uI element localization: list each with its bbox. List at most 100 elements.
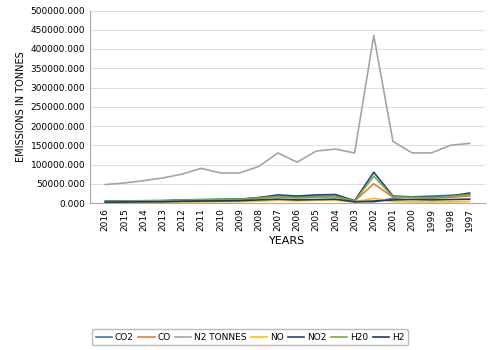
N2 TONNES: [179, 172, 185, 176]
NO2: [236, 197, 242, 202]
H20: [314, 195, 320, 199]
N2 TONNES: [352, 151, 358, 155]
H20: [294, 196, 300, 200]
H20: [428, 196, 434, 200]
N2 TONNES: [390, 139, 396, 144]
NO: [179, 200, 185, 204]
H20: [409, 195, 415, 199]
NO2: [448, 194, 454, 198]
H2: [275, 197, 281, 201]
H2: [428, 198, 434, 202]
NO2: [140, 199, 146, 203]
CO2: [140, 198, 146, 203]
N2 TONNES: [314, 149, 320, 153]
CO2: [218, 197, 224, 202]
H2: [332, 197, 338, 201]
H2: [218, 199, 224, 203]
H20: [448, 194, 454, 198]
N2 TONNES: [466, 141, 472, 146]
CO2: [122, 199, 128, 203]
Line: NO: NO: [106, 198, 470, 203]
H2: [390, 198, 396, 202]
CO: [198, 198, 204, 202]
H2: [122, 200, 128, 204]
NO: [198, 200, 204, 204]
H2: [256, 198, 262, 202]
H2: [198, 199, 204, 203]
H2: [160, 199, 166, 204]
CO: [275, 195, 281, 199]
CO: [390, 195, 396, 199]
NO2: [294, 194, 300, 198]
CO2: [314, 194, 320, 198]
NO: [218, 200, 224, 204]
NO: [294, 199, 300, 203]
NO: [236, 199, 242, 204]
H20: [371, 174, 377, 178]
H20: [198, 198, 204, 202]
CO: [179, 198, 185, 203]
CO2: [352, 199, 358, 204]
CO: [428, 196, 434, 201]
NO: [371, 196, 377, 201]
NO2: [122, 199, 128, 203]
H20: [102, 199, 108, 203]
H2: [236, 198, 242, 203]
NO: [390, 199, 396, 204]
Line: H2: H2: [106, 199, 470, 202]
NO: [466, 199, 472, 204]
CO: [371, 182, 377, 186]
N2 TONNES: [428, 151, 434, 155]
NO2: [275, 193, 281, 197]
Y-axis label: EMISSIONS IN TONNES: EMISSIONS IN TONNES: [16, 51, 26, 162]
N2 TONNES: [218, 171, 224, 175]
H2: [409, 197, 415, 202]
CO: [466, 194, 472, 198]
CO2: [428, 194, 434, 198]
NO: [409, 200, 415, 204]
N2 TONNES: [160, 176, 166, 180]
CO2: [236, 197, 242, 201]
Line: H20: H20: [106, 176, 470, 201]
N2 TONNES: [198, 166, 204, 170]
CO: [332, 195, 338, 199]
N2 TONNES: [275, 151, 281, 155]
N2 TONNES: [102, 182, 108, 187]
N2 TONNES: [140, 178, 146, 183]
NO: [448, 200, 454, 204]
NO2: [352, 198, 358, 203]
CO2: [409, 195, 415, 199]
NO: [160, 200, 166, 204]
H20: [122, 199, 128, 203]
H20: [179, 198, 185, 202]
H20: [275, 194, 281, 198]
NO: [332, 198, 338, 202]
NO2: [314, 193, 320, 197]
CO2: [102, 199, 108, 203]
Line: CO2: CO2: [106, 195, 470, 202]
Line: CO: CO: [106, 184, 470, 202]
NO2: [332, 193, 338, 197]
N2 TONNES: [294, 160, 300, 164]
H20: [160, 198, 166, 203]
NO: [122, 201, 128, 205]
H2: [102, 200, 108, 204]
CO2: [371, 200, 377, 204]
X-axis label: YEARS: YEARS: [270, 236, 306, 246]
N2 TONNES: [448, 143, 454, 147]
CO2: [179, 198, 185, 202]
NO2: [218, 197, 224, 202]
CO: [140, 199, 146, 204]
NO: [275, 198, 281, 202]
NO2: [466, 191, 472, 195]
NO: [256, 199, 262, 203]
NO: [314, 198, 320, 202]
Legend: CO2, CO, N2 TONNES, NO, NO2, H20, H2: CO2, CO, N2 TONNES, NO, NO2, H20, H2: [92, 329, 407, 345]
H20: [236, 197, 242, 202]
NO: [428, 200, 434, 204]
H20: [218, 197, 224, 202]
H2: [448, 197, 454, 202]
CO: [218, 198, 224, 202]
CO: [160, 199, 166, 203]
NO2: [428, 196, 434, 200]
